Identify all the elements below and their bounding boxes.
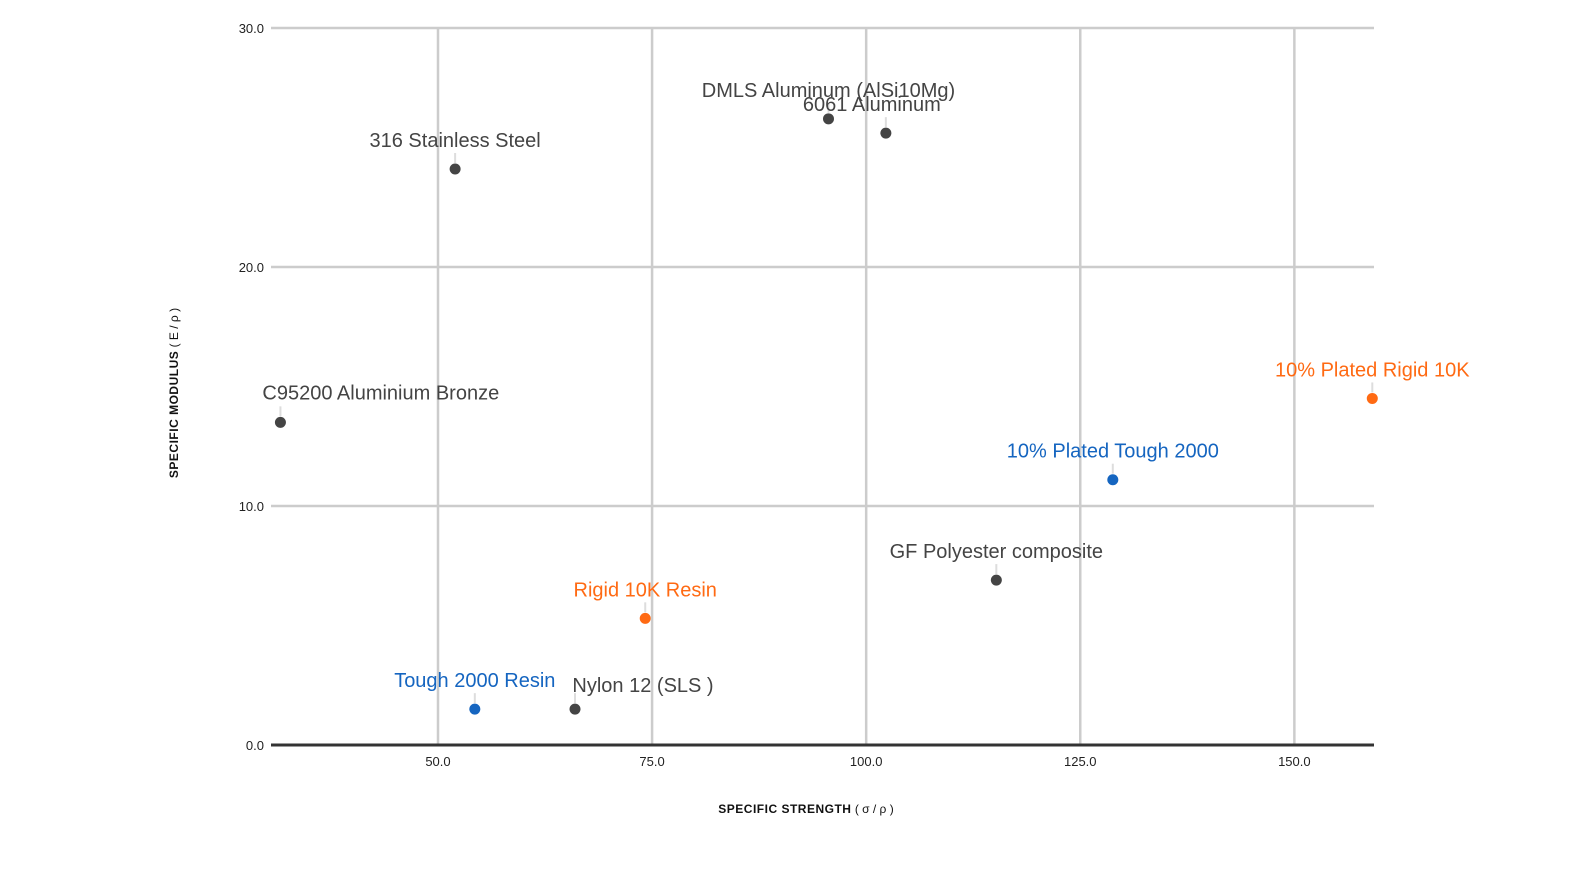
data-point[interactable]: Rigid 10K Resin — [574, 579, 717, 624]
point-label: 6061 Aluminum — [803, 94, 941, 116]
x-tick-label: 150.0 — [1278, 754, 1311, 769]
y-tick-label: 0.0 — [246, 738, 264, 753]
data-point[interactable]: Nylon 12 (SLS ) — [569, 675, 714, 715]
data-point[interactable]: 10% Plated Tough 2000 — [1007, 441, 1219, 486]
x-axis-title: SPECIFIC STRENGTH ( σ / ρ ) — [718, 802, 893, 816]
point-label: Nylon 12 (SLS ) — [572, 675, 713, 697]
axes: 0.0 10.0 20.0 30.0 50.0 75.0 100.0 125.0 150.0 — [239, 21, 1374, 769]
x-tick-label: 125.0 — [1064, 754, 1097, 769]
x-tick-label: 75.0 — [639, 754, 664, 769]
grid-lines — [271, 26, 1374, 745]
point-marker[interactable] — [274, 416, 286, 428]
data-point[interactable]: 10% Plated Rigid 10K — [1275, 359, 1470, 404]
point-marker[interactable] — [880, 127, 892, 139]
point-label: C95200 Aluminium Bronze — [262, 382, 499, 404]
data-point[interactable]: C95200 Aluminium Bronze — [262, 382, 499, 428]
point-marker[interactable] — [639, 612, 651, 624]
point-label: 10% Plated Rigid 10K — [1275, 359, 1470, 381]
point-label: DMLS Aluminum (AlSi10Mg) — [702, 80, 955, 102]
point-label: 10% Plated Tough 2000 — [1007, 441, 1219, 463]
point-label: 316 Stainless Steel — [370, 130, 541, 152]
point-marker[interactable] — [1366, 392, 1378, 404]
x-tick-label: 50.0 — [425, 754, 450, 769]
point-marker[interactable] — [822, 113, 834, 125]
point-label: Rigid 10K Resin — [574, 579, 717, 601]
point-marker[interactable] — [449, 163, 461, 175]
data-point[interactable]: Tough 2000 Resin — [394, 670, 555, 715]
point-label: Tough 2000 Resin — [394, 670, 555, 692]
point-marker[interactable] — [1107, 474, 1119, 486]
data-point[interactable]: 6061 Aluminum — [803, 94, 941, 139]
data-point[interactable]: DMLS Aluminum (AlSi10Mg) — [702, 80, 955, 125]
point-label: GF Polyester composite — [890, 541, 1103, 563]
point-marker[interactable] — [990, 574, 1002, 586]
data-point[interactable]: 316 Stainless Steel — [370, 130, 541, 175]
y-tick-label: 10.0 — [239, 499, 264, 514]
point-marker[interactable] — [469, 703, 481, 715]
x-tick-label: 100.0 — [850, 754, 883, 769]
y-tick-label: 30.0 — [239, 21, 264, 36]
point-marker[interactable] — [569, 703, 581, 715]
data-point[interactable]: GF Polyester composite — [890, 541, 1103, 586]
y-tick-label: 20.0 — [239, 260, 264, 275]
y-axis-title: SPECIFIC MODULUS ( E / ρ ) — [167, 308, 181, 478]
data-points: 316 Stainless Steel DMLS Aluminum (AlSi10… — [262, 80, 1470, 715]
